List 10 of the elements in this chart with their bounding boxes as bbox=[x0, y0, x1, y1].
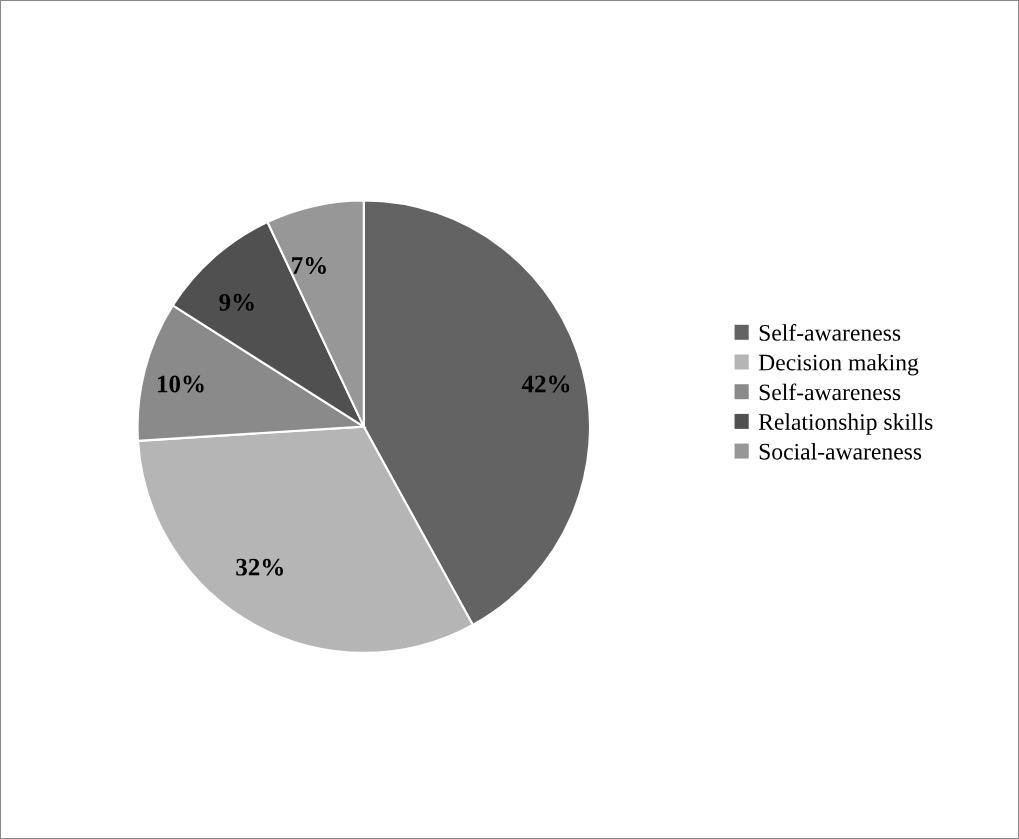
data-label: 10% bbox=[158, 375, 204, 393]
data-label: 32% bbox=[236, 558, 283, 576]
data-label: 42% bbox=[521, 375, 570, 393]
legend-label: Self-awareness bbox=[759, 324, 901, 341]
legend-label: Relationship skills bbox=[758, 413, 933, 435]
data-label: 9% bbox=[219, 293, 254, 311]
data-label: 7% bbox=[292, 257, 326, 275]
legend-label: Self-awareness bbox=[759, 383, 901, 401]
legend-label: Decision making bbox=[758, 353, 919, 376]
legend-label: Social-awareness bbox=[759, 443, 922, 460]
